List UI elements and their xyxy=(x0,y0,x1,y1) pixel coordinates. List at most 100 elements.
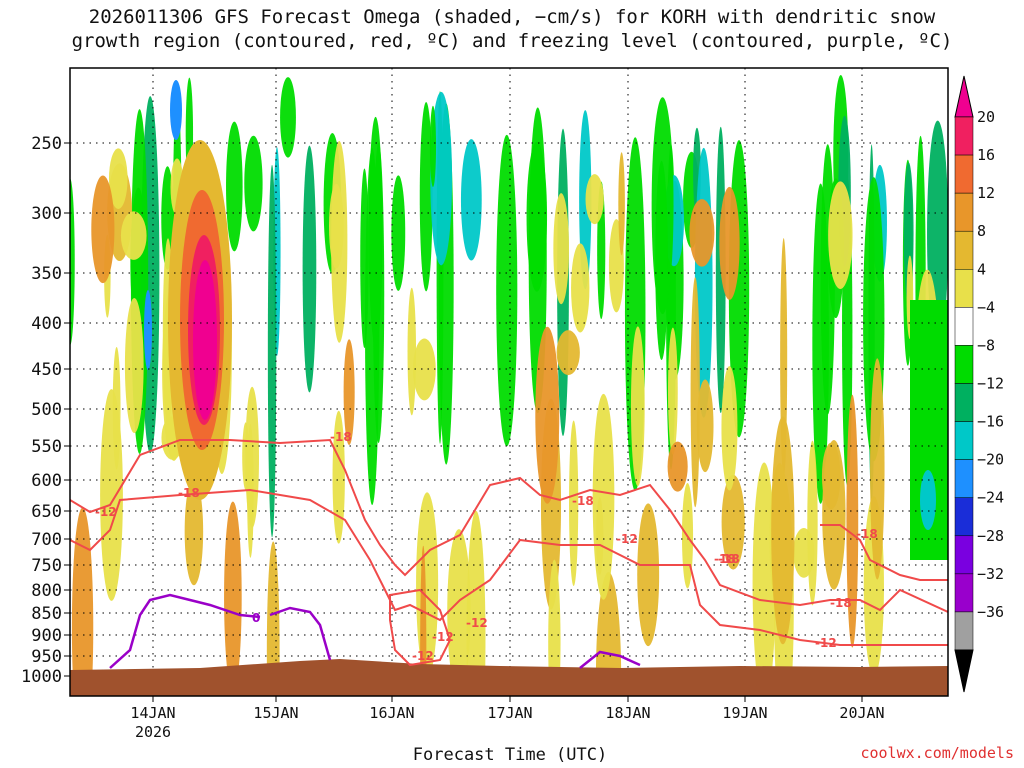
colorbar-band xyxy=(954,459,974,498)
omega-cell xyxy=(71,507,94,696)
y-tick-label: 650 xyxy=(31,502,62,522)
omega-cell xyxy=(407,287,417,416)
omega-cell xyxy=(571,243,590,333)
y-tick-label: 950 xyxy=(31,647,62,667)
omega-cell xyxy=(846,394,859,648)
colorbar-max-triangle xyxy=(954,75,974,118)
x-tick-label: 14JAN xyxy=(130,704,175,722)
y-tick-label: 900 xyxy=(31,626,62,646)
omega-cell xyxy=(368,116,383,346)
omega-cell xyxy=(585,174,604,225)
omega-cell xyxy=(667,327,678,455)
omega-cell xyxy=(870,358,885,580)
omega-cell xyxy=(535,326,560,504)
dgz-contour-line xyxy=(389,588,452,667)
omega-cell xyxy=(100,389,123,601)
omega-cell xyxy=(496,134,518,447)
colorbar-band xyxy=(954,573,974,613)
omega-cell xyxy=(245,386,259,528)
colorbar-label: −12 xyxy=(977,375,1004,393)
dgz-contour-label: -12 xyxy=(616,532,638,546)
omega-cell xyxy=(419,102,433,292)
dgz-contour-line xyxy=(70,488,948,646)
omega-cyan-streak xyxy=(920,470,936,530)
colorbar-label: 12 xyxy=(977,184,995,202)
freezing-contour-line xyxy=(109,593,261,669)
colorbar-band xyxy=(954,154,974,194)
omega-core-max xyxy=(193,260,217,420)
colorbar-label: 4 xyxy=(977,260,986,278)
dgz-contour-label: -18 xyxy=(856,527,878,541)
x-tick-label: 15JAN xyxy=(253,704,298,722)
omega-cell xyxy=(630,326,645,487)
omega-cell xyxy=(302,145,317,393)
colorbar-band xyxy=(954,192,974,232)
y-tick-label: 550 xyxy=(31,437,62,457)
colorbar-label: 16 xyxy=(977,146,995,164)
colorbar-label: −32 xyxy=(977,565,1004,583)
omega-cell xyxy=(447,529,471,694)
omega-cell xyxy=(331,141,348,343)
omega-blue-streak xyxy=(144,290,152,370)
y-tick-label: 300 xyxy=(31,204,62,224)
x-axis-label: Forecast Time (UTC) xyxy=(412,745,608,765)
omega-cell xyxy=(553,193,569,305)
colorbar-band xyxy=(954,116,974,156)
dgz-contour-label: -12 xyxy=(95,505,117,519)
colorbar-label: 20 xyxy=(977,108,995,126)
omega-cell xyxy=(466,510,486,696)
y-tick-label: 500 xyxy=(31,400,62,420)
omega-cell xyxy=(771,416,795,645)
colorbar-band xyxy=(954,307,974,346)
omega-cell xyxy=(807,440,818,606)
omega-cell xyxy=(184,477,204,586)
y-tick-label: 400 xyxy=(31,314,62,334)
dgz-contour-label: -18 xyxy=(330,430,352,444)
plot-frame xyxy=(69,67,949,697)
omega-cell xyxy=(267,164,277,538)
dgz-contour-label: -18 xyxy=(572,494,594,508)
colorbar: 20 16 12 8 4 −4 −8 −12 −16 −20 −24 −28 −32 −36 xyxy=(954,75,1004,693)
omega-cell xyxy=(821,442,841,510)
omega-cell xyxy=(696,379,714,473)
y-tick-label: 250 xyxy=(31,134,62,154)
omega-cell xyxy=(721,474,745,570)
dgz-contour-label: -12 xyxy=(815,636,837,650)
omega-cell xyxy=(595,572,622,696)
y-tick-label: 600 xyxy=(31,471,62,491)
omega-cell xyxy=(618,152,625,256)
omega-cell xyxy=(548,559,561,696)
omega-cell xyxy=(70,178,75,346)
colorbar-min-triangle xyxy=(954,649,974,693)
freezing-contour-label: 0 xyxy=(252,611,260,625)
grid-lines xyxy=(70,68,948,696)
colorbar-band xyxy=(954,497,974,537)
omega-cell xyxy=(526,141,548,292)
omega-cell xyxy=(460,139,482,261)
colorbar-label: −24 xyxy=(977,489,1004,507)
dgz-contour-line xyxy=(70,438,948,613)
omega-blue-streak xyxy=(170,80,182,140)
credit-text: coolwx.com/models xyxy=(860,744,1014,762)
colorbar-label: −20 xyxy=(977,451,1004,469)
omega-cell xyxy=(244,135,263,232)
omega-cell xyxy=(391,175,406,291)
dgz-contour-line xyxy=(820,524,948,581)
omega-cell xyxy=(429,105,437,187)
dgz-contour-label: -12 xyxy=(432,630,454,644)
colorbar-band xyxy=(954,345,974,384)
ground-terrain xyxy=(70,659,948,696)
y-tick-label: 450 xyxy=(31,360,62,380)
colorbar-band xyxy=(954,421,974,460)
omega-cell xyxy=(592,393,615,600)
colorbar-band xyxy=(954,611,974,651)
omega-cell xyxy=(637,503,660,647)
colorbar-band xyxy=(954,230,974,270)
colorbar-band xyxy=(954,383,974,422)
colorbar-band xyxy=(954,269,974,308)
y-tick-label: 850 xyxy=(31,604,62,624)
x-tick-label: 18JAN xyxy=(605,704,650,722)
y-tick-label: 750 xyxy=(31,556,62,576)
colorbar-band xyxy=(954,535,974,575)
omega-cell xyxy=(226,121,243,252)
